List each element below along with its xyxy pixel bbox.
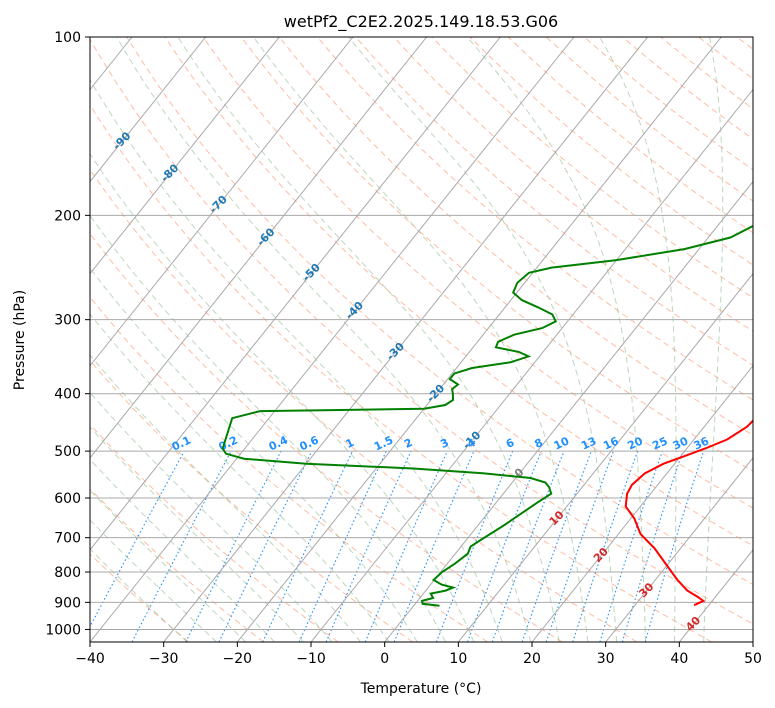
dry-adiabat [164, 37, 753, 547]
isotherm [531, 364, 753, 642]
x-tick-label: −30 [149, 651, 179, 667]
isotherm [163, 37, 649, 642]
moist-adiabat [253, 37, 589, 642]
mixing-ratio-line [435, 450, 514, 642]
mixing-ratio-label: 20 [626, 434, 646, 452]
x-tick-label: 40 [670, 651, 688, 667]
isotherm [605, 457, 753, 642]
moist-adiabat [90, 458, 275, 642]
mixing-ratio-line [572, 450, 639, 642]
dry-adiabat [90, 104, 712, 642]
isotherm [90, 37, 207, 183]
x-tick-label: 0 [380, 651, 389, 667]
mixing-ratio-line [90, 450, 185, 628]
mixing-ratio-label: 25 [650, 434, 669, 452]
y-axis: 100 200 300 400 500 600 700 800 900 1000 [45, 30, 90, 638]
x-tick-label: 10 [449, 651, 467, 667]
mixing-ratio-line [185, 450, 282, 642]
moist-adiabat [177, 37, 560, 642]
dry-adiabat [90, 423, 339, 642]
isotherm [457, 272, 753, 642]
y-tick-label: 900 [54, 595, 81, 611]
moist-adiabat [90, 153, 475, 642]
y-tick-label: 200 [54, 208, 81, 224]
dry-adiabat [317, 37, 753, 401]
x-tick-label: −10 [296, 651, 326, 667]
isotherm [0, 37, 58, 642]
mixing-ratio-line [599, 450, 663, 642]
moist-adiabat [703, 37, 724, 642]
dry-adiabat [355, 37, 753, 366]
plot-background [90, 37, 753, 642]
moist-adiabat [90, 313, 390, 642]
y-tick-label: 700 [54, 531, 81, 547]
dry-adiabat [393, 37, 753, 332]
isotherm [752, 641, 753, 642]
mixing-ratio-line [521, 450, 592, 642]
isotherm [90, 37, 428, 459]
moist-adiabat [90, 214, 446, 642]
dry-adiabat [202, 37, 753, 509]
isotherm [384, 180, 753, 642]
mixing-ratio-line [491, 450, 565, 642]
moist-adiabat [90, 267, 418, 642]
moist-adiabat [466, 37, 647, 642]
mixing-ratio-line [545, 450, 614, 642]
mixing-ratio-label: 30 [671, 434, 691, 452]
dry-adiabat [90, 232, 563, 642]
mixing-ratio-label: 10 [552, 434, 572, 452]
x-axis-label: Temperature (°C) [360, 681, 482, 697]
x-tick-label: 30 [597, 651, 615, 667]
isotherm [310, 88, 753, 642]
mixing-ratio-line [466, 450, 542, 642]
y-tick-label: 1000 [45, 622, 81, 638]
chart-title: wetPf2_C2E2.2025.149.18.53.G06 [284, 12, 558, 32]
moist-adiabat [90, 548, 188, 642]
x-axis: −40 −30 −20 −10 0 10 20 30 40 50 [75, 642, 762, 667]
isotherm [236, 37, 722, 642]
isotherm [90, 37, 575, 642]
y-tick-label: 600 [54, 491, 81, 507]
dry-adiabat [90, 168, 638, 642]
moist-adiabat [90, 489, 247, 642]
dry-adiabat [90, 38, 753, 625]
x-tick-label: −20 [223, 651, 253, 667]
y-tick-label: 300 [54, 313, 81, 329]
mixing-ratio-line [621, 450, 684, 642]
mixing-ratio-label: 16 [601, 434, 621, 452]
x-tick-label: 50 [744, 651, 762, 667]
isotherm [90, 37, 280, 275]
plot-frame [89, 36, 754, 643]
isotherm-label: -100 [63, 90, 92, 119]
y-tick-label: 500 [54, 444, 81, 460]
dewpoint-line [221, 224, 753, 607]
dry-adiabat [278, 37, 753, 436]
mixing-ratio-label: 13 [579, 434, 598, 452]
mixing-ratio-line [364, 450, 448, 642]
moist-adiabat [90, 78, 503, 642]
y-axis-label: Pressure (hPa) [12, 290, 28, 390]
background-lines [0, 37, 753, 642]
moist-adiabat [90, 519, 217, 642]
y-tick-label: 800 [54, 565, 81, 581]
dry-adiabat [126, 37, 753, 586]
moist-adiabat [599, 37, 677, 642]
y-tick-label: 100 [54, 30, 81, 46]
isotherm [90, 37, 501, 551]
temperature-line [624, 419, 753, 607]
profiles [221, 224, 753, 607]
x-tick-label: 20 [523, 651, 541, 667]
mixing-ratio-line [325, 450, 412, 642]
x-tick-label: −40 [75, 651, 105, 667]
moist-adiabat [90, 426, 304, 642]
isotherm [90, 37, 354, 367]
y-tick-label: 400 [54, 387, 81, 403]
dry-adiabat [90, 553, 190, 642]
